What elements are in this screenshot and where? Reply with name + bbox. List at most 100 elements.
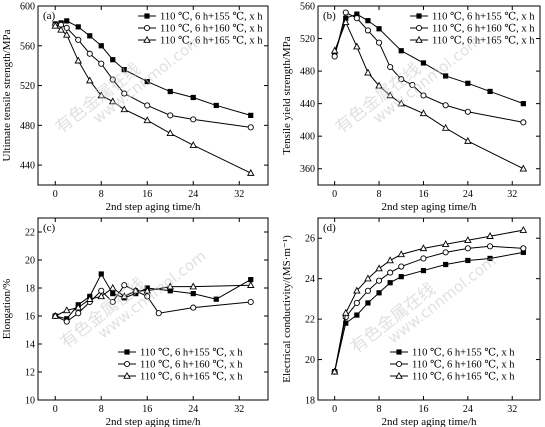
y-tick-label: 16 bbox=[25, 312, 35, 323]
y-tick-label: 480 bbox=[300, 67, 315, 78]
data-point bbox=[74, 303, 83, 311]
data-point bbox=[386, 256, 394, 264]
data-point bbox=[442, 249, 449, 256]
chart-panel-3: 0 8 16 24 32 10 12 14 16 18 20 22 2nd step aging tim… bbox=[1, 217, 269, 427]
data-point bbox=[331, 53, 338, 60]
data-point bbox=[398, 76, 405, 83]
x-tick-label: 16 bbox=[418, 189, 428, 200]
data-point bbox=[120, 105, 129, 113]
y-tick-label: 14 bbox=[25, 340, 35, 351]
data-point bbox=[365, 300, 371, 306]
data-point bbox=[353, 299, 360, 306]
data-point bbox=[465, 80, 471, 86]
data-point bbox=[387, 269, 394, 276]
data-point bbox=[353, 15, 360, 22]
legend-entry: 110 ℃, 6 h+165 ℃, x h bbox=[432, 36, 535, 47]
data-point bbox=[121, 90, 128, 97]
data-point bbox=[167, 88, 173, 95]
x-tick-label: 8 bbox=[99, 189, 104, 200]
x-tick-label: 32 bbox=[234, 189, 244, 200]
y-axis-label: Ultimate tensile strength/MPa bbox=[1, 29, 13, 161]
legend-marker-square bbox=[124, 349, 130, 355]
x-tick-label: 8 bbox=[377, 404, 382, 415]
panel-label: (d) bbox=[323, 222, 336, 234]
data-point bbox=[420, 267, 427, 274]
data-point bbox=[64, 18, 70, 24]
data-point bbox=[246, 168, 255, 176]
legend-entry: 110 ℃, 6 h+160 ℃, x h bbox=[412, 360, 515, 371]
y-tick-label: 24 bbox=[305, 274, 315, 285]
data-point bbox=[167, 288, 173, 294]
data-point bbox=[443, 73, 449, 79]
x-tick-label: 8 bbox=[377, 189, 382, 200]
data-point bbox=[108, 283, 117, 291]
data-point bbox=[109, 298, 116, 306]
data-point bbox=[97, 91, 106, 99]
data-point bbox=[419, 109, 428, 117]
y-axis-label: Elongation/% bbox=[1, 279, 13, 340]
data-point bbox=[63, 24, 70, 31]
y-axis-label: Tensile yield strength/MPa bbox=[281, 36, 293, 154]
data-point bbox=[353, 286, 361, 294]
x-tick-label: 16 bbox=[142, 189, 152, 200]
data-point bbox=[376, 290, 382, 296]
x-tick-label: 0 bbox=[332, 189, 337, 200]
data-point bbox=[86, 50, 93, 57]
y-tick-label: 22 bbox=[25, 228, 35, 239]
data-point bbox=[353, 42, 361, 50]
data-point bbox=[110, 291, 116, 297]
data-point bbox=[364, 287, 372, 294]
data-point bbox=[247, 124, 254, 131]
y-tick-label: 12 bbox=[25, 368, 35, 379]
data-point bbox=[386, 91, 394, 99]
data-point bbox=[110, 57, 116, 63]
data-point bbox=[387, 280, 393, 286]
data-point bbox=[420, 60, 427, 66]
data-point bbox=[63, 318, 70, 325]
data-point bbox=[74, 56, 83, 64]
data-point bbox=[144, 102, 151, 109]
legend-marker-triangle bbox=[415, 35, 423, 43]
legend-entry: 110 ℃, 6 h+165 ℃, x h bbox=[160, 36, 263, 47]
data-point bbox=[420, 92, 427, 99]
legend-marker-triangle bbox=[143, 35, 151, 43]
data-point bbox=[120, 292, 129, 300]
legend-entry: 110 ℃, 6 h+155 ℃, x h bbox=[140, 348, 243, 359]
y-tick-label: 20 bbox=[305, 355, 315, 366]
data-point bbox=[365, 18, 371, 24]
legend-entry: 110 ℃, 6 h+155 ℃, x h bbox=[412, 348, 515, 359]
y-tick-label: 440 bbox=[300, 99, 315, 110]
legend-entry: 110 ℃, 6 h+160 ℃, x h bbox=[432, 24, 535, 35]
data-point bbox=[354, 11, 360, 17]
panel-label: (c) bbox=[43, 222, 56, 234]
legend-entry: 110 ℃, 6 h+165 ℃, x h bbox=[412, 372, 515, 383]
data-point bbox=[108, 97, 117, 105]
data-point bbox=[144, 78, 150, 85]
data-point bbox=[519, 225, 528, 233]
x-tick-label: 32 bbox=[507, 404, 517, 415]
data-point bbox=[109, 76, 116, 83]
x-axis-label: 2nd step aging time/h bbox=[381, 201, 477, 213]
x-axis-label: 2nd step aging time/h bbox=[381, 416, 477, 427]
data-point bbox=[143, 116, 152, 124]
data-point bbox=[398, 48, 404, 54]
data-point bbox=[341, 18, 350, 26]
panel-label: (b) bbox=[323, 10, 336, 22]
x-tick-label: 8 bbox=[99, 404, 104, 415]
data-point bbox=[87, 33, 93, 39]
y-tick-label: 26 bbox=[305, 234, 315, 245]
y-tick-label: 20 bbox=[25, 256, 35, 267]
legend-entry: 110 ℃, 6 h+155 ℃, x h bbox=[160, 12, 263, 23]
x-tick-label: 32 bbox=[234, 404, 244, 415]
chart-panel-1: 0 8 16 24 32 440 480 520 560 600 2nd step aging ti… bbox=[1, 2, 269, 213]
y-tick-label: 10 bbox=[25, 396, 35, 407]
data-point bbox=[398, 274, 404, 280]
legend-marker-square bbox=[396, 349, 402, 355]
plot-frame bbox=[317, 217, 541, 401]
x-tick-label: 0 bbox=[53, 189, 58, 200]
data-point bbox=[143, 286, 152, 294]
x-tick-label: 16 bbox=[142, 404, 152, 415]
data-point bbox=[62, 30, 71, 38]
data-point bbox=[486, 232, 494, 239]
